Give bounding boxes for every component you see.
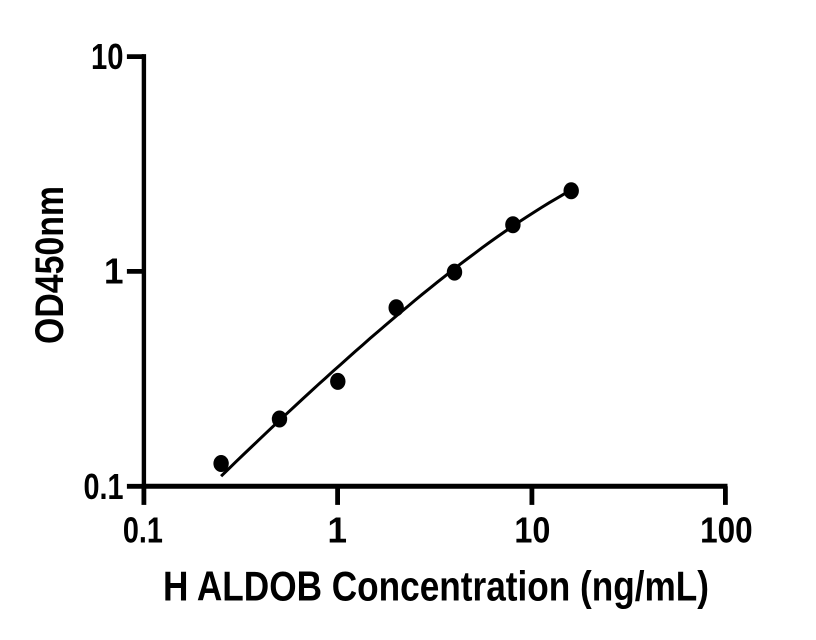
svg-text:0.1: 0.1 <box>123 510 163 551</box>
svg-text:100: 100 <box>700 510 753 551</box>
svg-text:10: 10 <box>91 36 124 77</box>
svg-text:10: 10 <box>514 510 550 551</box>
svg-text:1: 1 <box>328 510 348 551</box>
svg-text:1: 1 <box>104 251 124 292</box>
svg-text:H ALDOB Concentration (ng/mL): H ALDOB Concentration (ng/mL) <box>163 563 709 610</box>
svg-text:OD450nm: OD450nm <box>28 186 72 344</box>
svg-text:0.1: 0.1 <box>84 466 124 507</box>
